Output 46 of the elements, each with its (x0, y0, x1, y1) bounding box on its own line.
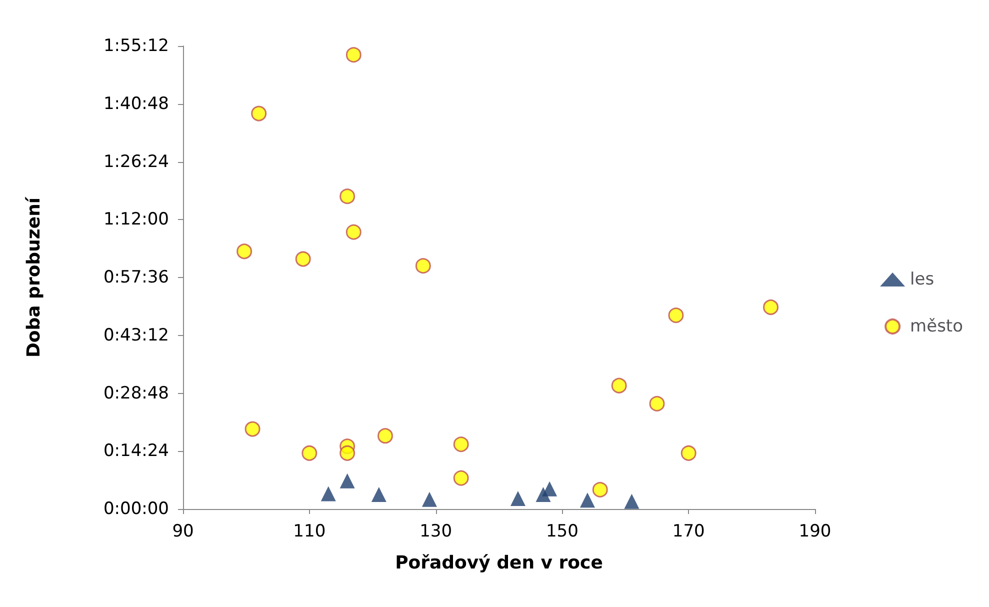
point (453, 470, 469, 486)
legend-label: les (910, 270, 934, 290)
point (295, 251, 311, 267)
point (611, 378, 627, 394)
x-tick-label: 170 (672, 522, 705, 542)
y-tick-label: 1:12:00 (103, 210, 169, 230)
x-tick-label: 110 (293, 522, 326, 542)
point (763, 299, 779, 315)
point (415, 258, 431, 274)
point (580, 492, 595, 508)
legend-label: město (910, 316, 964, 336)
y-axis-title: Doba probuzení (24, 196, 44, 358)
point (340, 473, 355, 488)
point (624, 494, 640, 509)
point (340, 188, 356, 204)
point (510, 491, 526, 506)
y-tick-label: 0:57:36 (103, 268, 169, 288)
x-tick-label: 190 (798, 522, 832, 542)
y-tick-label: 1:26:24 (103, 152, 169, 172)
y-tick-label: 0:00:00 (103, 499, 169, 519)
point (371, 487, 386, 502)
point (251, 106, 267, 122)
point (422, 492, 437, 507)
point (320, 486, 336, 502)
y-tick-label: 0:43:12 (103, 325, 169, 346)
point (592, 482, 608, 498)
x-tick-label: 150 (546, 522, 578, 542)
point (378, 428, 393, 444)
point (668, 308, 684, 324)
y-tick-label: 0:28:48 (103, 383, 169, 404)
y-tick-label: 0:14:24 (103, 441, 169, 462)
y-tick-label: 1:40:48 (103, 94, 169, 114)
point (340, 445, 356, 461)
point (649, 396, 665, 412)
point (302, 445, 318, 461)
y-tick-label: 1:55:12 (103, 36, 169, 56)
x-axis-title: Pořadový den v roce (395, 552, 603, 574)
point (244, 421, 260, 437)
x-tick-label: 90 (172, 522, 194, 542)
point (346, 47, 362, 63)
point (453, 436, 469, 452)
point (346, 224, 362, 240)
point (680, 445, 696, 461)
x-tick-label: 130 (420, 522, 452, 542)
point (236, 244, 252, 260)
point (542, 481, 558, 496)
